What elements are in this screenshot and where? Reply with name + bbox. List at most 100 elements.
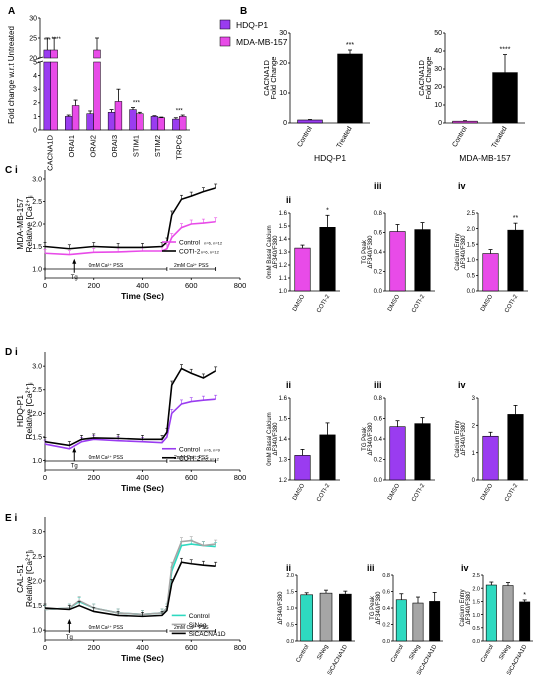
Dii-ytick-label: 1.5 — [279, 417, 288, 423]
Ei-tg-arrow-head — [67, 618, 72, 624]
Ei-legend-label-2: SiCACNA1D — [189, 631, 226, 638]
Diii-ytick-label: 0.0 — [374, 478, 383, 484]
Civ-ytick-label: 0.0 — [467, 289, 476, 295]
Eiv-ytick-label: 2.0 — [472, 586, 480, 592]
B1-ytick-label: 10 — [279, 90, 287, 97]
Dii-bar-1 — [319, 434, 336, 481]
Div-ytick-label: 2 — [472, 424, 476, 430]
Cii-ylabel: 0mM Basal Calcium — [267, 225, 273, 278]
a-ytick-label: 1 — [33, 114, 37, 121]
a-bar-5-0 — [150, 116, 159, 131]
Cii-ytick-label: 1.0 — [279, 289, 288, 295]
Ci-two-ca-label: 2mM Ca²⁺ PSS — [174, 263, 209, 269]
Eii-ytick-label: 0.0 — [286, 639, 294, 645]
panel-label-c-ii: ii — [286, 195, 291, 205]
Ci-tg-label: Tg — [71, 275, 78, 281]
Diii-ylabel-2: ΔF340/F380 — [368, 422, 374, 456]
Civ-ylabel: Calcium Entry — [455, 233, 461, 270]
Eiv-category-label: Control — [480, 644, 495, 664]
panel-label-e-iv: iv — [461, 563, 469, 573]
Ei-ytick-label: 1.5 — [32, 603, 42, 610]
Eiv-sig-label: * — [523, 592, 526, 599]
Ei-ylabel2: Relative [Ca²⁺]ᵢ — [24, 550, 34, 607]
Cii-ytick-label: 1.2 — [279, 263, 288, 269]
Ei-ytick-label: 2.0 — [32, 578, 42, 585]
panel-label-c: C i — [5, 165, 18, 176]
panel-label-c-iii: iii — [374, 181, 382, 191]
Eiii-ylabel-2: ΔF340/F380 — [376, 591, 382, 625]
Diii-ylabel: TG Peak — [362, 426, 368, 451]
B2-ytick-label: 0 — [438, 120, 442, 127]
Ciii-ytick-label: 0.0 — [374, 289, 383, 295]
Eii-category-label: SiNeg — [316, 644, 329, 661]
Di-xtick-label: 800 — [234, 473, 247, 482]
Ciii-ylabel-2: ΔF340/F380 — [368, 235, 374, 269]
B1-bar-1 — [337, 53, 363, 124]
a-bar-6-1 — [179, 116, 187, 131]
a-category-label: STIM2 — [153, 135, 162, 157]
Di-ytick-label: 1.0 — [32, 458, 42, 465]
Diii-ytick-label: 0.2 — [374, 458, 383, 464]
a-bar-4-0 — [129, 109, 137, 131]
panel-label-d-ii: ii — [286, 380, 291, 390]
Ci-xtick-label: 400 — [136, 281, 149, 290]
Dii-category-label: COTI-2 — [316, 482, 331, 503]
Eiii-ytick-label: 0.8 — [382, 573, 390, 579]
a-bar-0-0 — [43, 61, 51, 131]
Dii-ytick-label: 1.6 — [279, 396, 288, 402]
Civ-sig-label: ** — [513, 215, 519, 222]
Ci-ytick-label: 1.0 — [32, 266, 42, 273]
Ci-xtick-label: 200 — [87, 281, 100, 290]
Ciii-ylabel: TG Peak — [362, 239, 368, 264]
Cii-ylabel-2: ΔF340/F380 — [273, 235, 279, 269]
Di-legend-label-0: Control — [179, 446, 201, 453]
Civ-category-label: COTI-2 — [504, 293, 519, 314]
a-ytick-label: 3 — [33, 87, 37, 94]
a-bar-6-0 — [172, 118, 180, 131]
a-category-label: ORAI2 — [89, 135, 98, 158]
B2-ylabel-2: Fold Change — [424, 57, 433, 100]
Eiv-ylabel: Calcium Entry — [460, 589, 466, 626]
B2-ytick-label: 20 — [434, 84, 442, 91]
Ci-series-0 — [44, 220, 216, 256]
Ei-xtick-label: 800 — [234, 643, 247, 652]
Diii-ytick-label: 0.6 — [374, 417, 383, 423]
Di-xtick-label: 600 — [185, 473, 198, 482]
panel-label-a: A — [8, 6, 15, 17]
Ci-xtick-label: 800 — [234, 281, 247, 290]
Eiv-bar-2 — [519, 601, 531, 642]
a-sig-label: *** — [133, 101, 141, 107]
Ciii-ytick-label: 0.4 — [374, 250, 383, 256]
a-sig-label: *** — [44, 38, 52, 44]
Cii-category-label: COTI-2 — [316, 293, 331, 314]
panel-label-d-iii: iii — [374, 380, 382, 390]
Ei-ytick-label: 3.0 — [32, 529, 42, 536]
a-bar-2-1 — [93, 61, 101, 131]
Cii-bar-0 — [294, 247, 311, 292]
Eii-category-label: SiCACNA1D — [327, 643, 350, 676]
a-ytick-label: 20 — [29, 55, 37, 62]
Ciii-category-label: COTI-2 — [411, 293, 426, 314]
B1-category-label: Control — [296, 125, 314, 148]
panel-label-c-iv: iv — [458, 181, 466, 191]
Civ-bar-1 — [507, 229, 524, 292]
Eii-ytick-label: 1.5 — [286, 590, 294, 596]
Ci-ytick-label: 1.5 — [32, 244, 42, 251]
a-sig-label: **** — [51, 37, 61, 43]
a-ytick-label: 25 — [29, 35, 37, 42]
B1-sig-label: *** — [346, 42, 354, 49]
Eiv-ylabel-2: ΔF340/F380 — [466, 591, 472, 625]
Di-tg-arrow-head — [72, 447, 77, 453]
Eiv-bar-1 — [502, 585, 514, 642]
a-bar-2-0 — [86, 113, 94, 131]
Eiii-bar-0 — [395, 599, 407, 642]
Civ-ytick-label: 2.0 — [467, 227, 476, 233]
Div-bar-0 — [482, 435, 499, 481]
Di-ytick-label: 1.5 — [32, 434, 42, 441]
Eiv-bar-0 — [485, 584, 497, 642]
panel-label-e: E i — [5, 513, 17, 524]
Diii-bar-1 — [414, 423, 431, 481]
Diii-category-label: DMSO — [387, 483, 401, 502]
Civ-ytick-label: 1.5 — [467, 242, 476, 248]
